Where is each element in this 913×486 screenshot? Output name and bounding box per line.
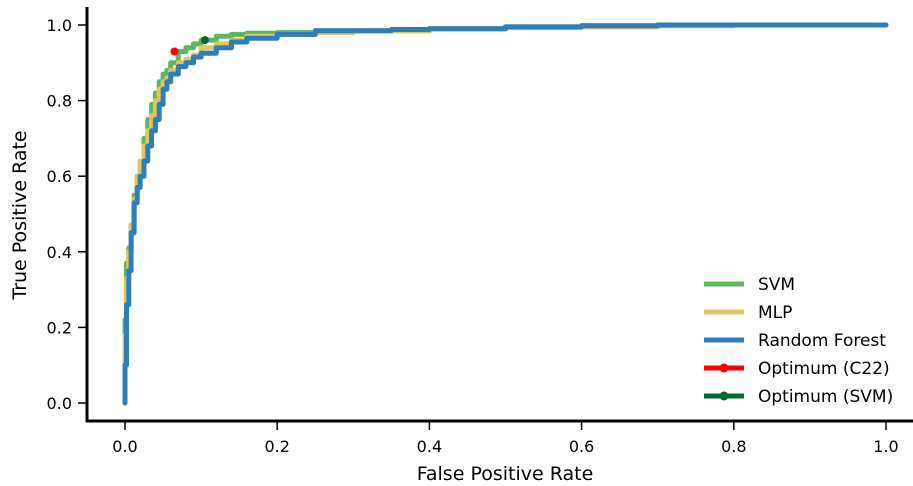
y-tick-label: 0.6 [47,167,72,186]
x-tick-label: 0.4 [417,437,442,456]
series-layer [122,22,889,406]
legend-entry-mlp: MLP [704,303,792,323]
x-tick-label: 0.2 [264,437,289,456]
y-tick-label: 0.2 [47,318,72,337]
legend-entry-random-forest: Random Forest [704,331,886,351]
legend-label: SVM [758,275,795,295]
legend-label: Random Forest [758,331,886,351]
y-axis-label: True Positive Rate [9,130,31,300]
x-axis-ticks: 0.0 0.2 0.4 0.6 0.8 1.0 [112,422,899,456]
y-tick-label: 1.0 [47,16,72,35]
legend: SVM MLP Random Forest Optimum (C22) Optimum … [704,275,893,407]
legend-entry-optimum-c22: Optimum (C22) [704,359,890,379]
y-tick-label: 0.4 [47,243,72,262]
y-tick-label: 0.0 [47,394,72,413]
point-optimum-c22 [170,47,179,56]
legend-label: Optimum (SVM) [758,387,893,407]
point-optimum-svm [200,36,209,45]
y-tick-label: 0.8 [47,92,72,111]
x-tick-label: 0.6 [569,437,594,456]
x-axis-label: False Positive Rate [417,463,594,485]
optimum-points-layer [170,36,209,56]
y-axis-ticks: 0.0 0.2 0.4 0.6 0.8 1.0 [47,16,86,413]
legend-entry-optimum-svm: Optimum (SVM) [704,387,893,407]
x-tick-label: 0.8 [721,437,746,456]
legend-label: Optimum (C22) [758,359,890,379]
legend-marker [719,391,729,401]
x-tick-label: 0.0 [112,437,137,456]
legend-entry-svm: SVM [704,275,795,295]
legend-marker [719,363,729,373]
series-line-random-forest [122,22,889,406]
x-tick-label: 1.0 [873,437,898,456]
legend-label: MLP [758,303,792,323]
